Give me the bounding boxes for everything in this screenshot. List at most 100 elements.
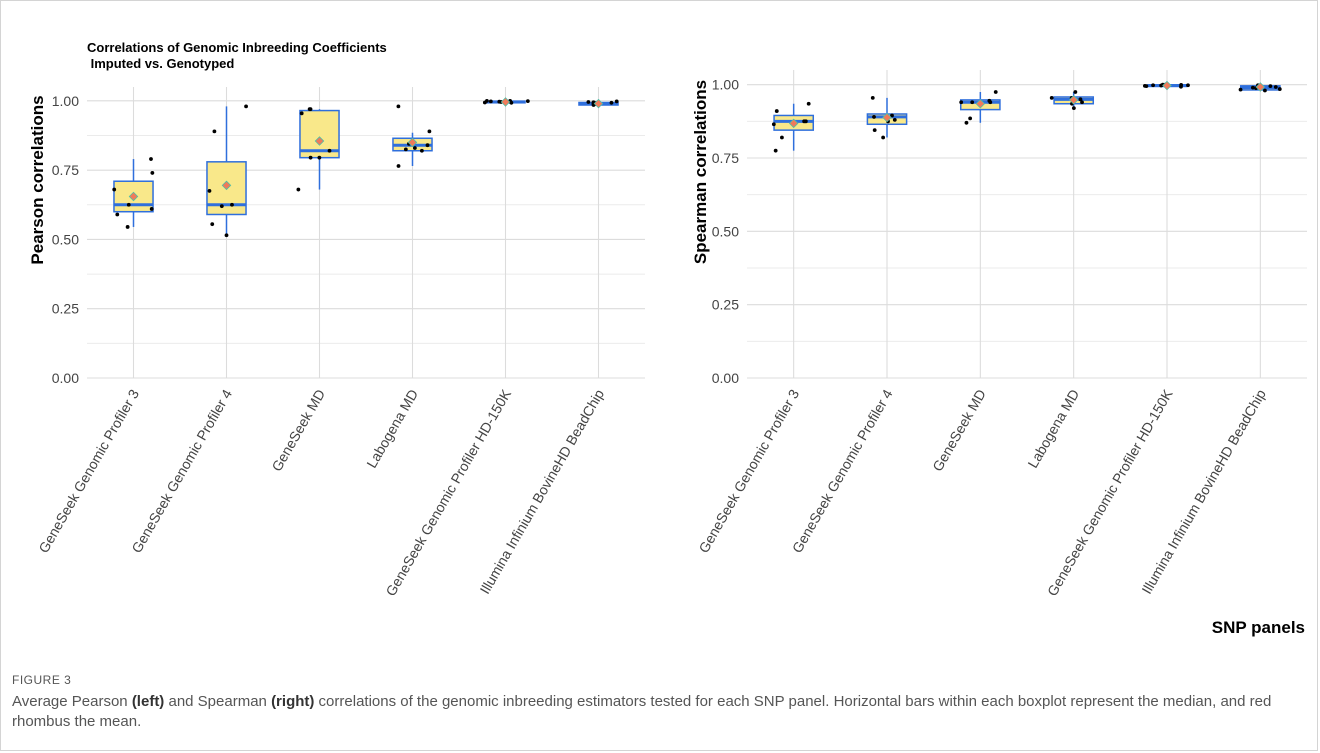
data-point (780, 135, 784, 140)
data-point (412, 146, 417, 150)
chart-title-line1: Correlations of Genomic Inbreeding Coeff… (87, 40, 387, 55)
data-point (959, 100, 964, 105)
data-point (115, 212, 120, 217)
data-point (870, 95, 875, 100)
data-point (968, 116, 973, 121)
y-tick-label: 0.50 (712, 223, 739, 239)
mean-rhombus (221, 180, 232, 191)
y-axis-title-spearman: Spearman correlations (691, 80, 710, 264)
data-point (112, 187, 117, 192)
data-point (403, 147, 408, 152)
data-point (427, 129, 432, 134)
data-point (964, 120, 969, 125)
caption-part-2: and Spearman (164, 693, 272, 710)
y-tick-label: 1.00 (712, 77, 739, 93)
y-tick-label: 0.25 (52, 301, 79, 317)
data-point (1142, 83, 1147, 88)
caption-right-bold: (right) (271, 693, 315, 710)
mean-rhombus (407, 137, 418, 148)
data-point (1238, 87, 1243, 92)
caption-part-1: Average Pearson (12, 693, 132, 710)
data-point (419, 148, 424, 153)
figure-chart: Correlations of Genomic Inbreeding Coeff… (28, 40, 1307, 637)
y-tick-label: 0.00 (52, 370, 79, 386)
data-point (308, 155, 313, 160)
data-point (296, 187, 301, 192)
data-point (1073, 90, 1078, 94)
data-point (1277, 87, 1282, 91)
y-tick-label: 1.00 (52, 93, 79, 109)
data-point (396, 104, 401, 109)
figure-label: FIGURE 3 (12, 673, 72, 687)
data-point (881, 135, 886, 140)
data-point (1078, 97, 1083, 102)
data-point (1080, 100, 1084, 105)
data-point (525, 99, 530, 104)
data-point (872, 115, 876, 119)
data-point (771, 122, 776, 127)
x-tick-label: GeneSeek Genomic Profiler 4 (128, 386, 235, 555)
data-point (224, 233, 229, 238)
pearson-panel: Correlations of Genomic Inbreeding Coeff… (28, 40, 645, 599)
data-point (244, 104, 248, 109)
x-tick-label: Labogena MD (363, 387, 421, 471)
mean-rhombus (1255, 82, 1266, 92)
y-tick-label: 0.00 (712, 370, 739, 386)
data-point (1268, 84, 1273, 89)
data-point (149, 207, 154, 211)
data-point (890, 113, 894, 118)
data-point (219, 204, 224, 209)
data-point (125, 225, 130, 229)
mean-rhombus (500, 97, 511, 107)
mean-rhombus (1162, 80, 1172, 91)
x-tick-label: GeneSeek Genomic Profiler 3 (695, 386, 802, 555)
data-point (1263, 88, 1267, 93)
data-point (586, 100, 591, 104)
data-point (149, 157, 153, 161)
data-point (212, 129, 217, 134)
data-point (150, 171, 155, 175)
data-point (1071, 106, 1076, 111)
y-axis-title-pearson: Pearson correlations (28, 95, 47, 264)
data-point (987, 98, 992, 103)
data-point (207, 189, 212, 193)
mean-rhombus (593, 98, 604, 109)
x-tick-label: GeneSeek MD (268, 387, 328, 475)
data-point (497, 99, 502, 104)
y-tick-label: 0.75 (52, 162, 79, 178)
data-point (1049, 95, 1054, 100)
data-point (892, 117, 897, 122)
mean-rhombus (314, 136, 325, 146)
data-point (1159, 83, 1164, 88)
data-point (1250, 85, 1255, 90)
data-point (327, 148, 332, 153)
figure-caption: Average Pearson (left) and Spearman (rig… (12, 692, 1302, 732)
data-point (230, 202, 234, 207)
data-point (774, 109, 779, 113)
data-point (126, 202, 131, 207)
data-point (396, 164, 401, 168)
caption-part-3: correlations of the genomic inbreeding e… (12, 693, 1272, 730)
data-point (993, 90, 998, 94)
x-tick-label: GeneSeek Genomic Profiler 3 (35, 386, 142, 555)
data-point (1186, 83, 1190, 88)
data-point (317, 155, 322, 160)
data-point (773, 148, 778, 153)
data-point (299, 111, 304, 116)
data-point (425, 143, 430, 148)
data-point (210, 222, 215, 227)
x-axis-title-snp-panels: SNP panels (1212, 618, 1305, 637)
y-tick-label: 0.25 (712, 297, 739, 313)
y-tick-label: 0.75 (712, 150, 739, 166)
data-point (803, 119, 808, 124)
data-point (806, 101, 811, 106)
mean-rhombus (975, 98, 986, 109)
y-tick-label: 0.50 (52, 231, 79, 247)
mean-rhombus (128, 191, 139, 202)
data-point (482, 100, 487, 105)
mean-rhombus (1068, 95, 1079, 105)
x-tick-label: Labogena MD (1024, 387, 1082, 471)
mean-rhombus (788, 118, 799, 129)
data-point (609, 100, 614, 105)
